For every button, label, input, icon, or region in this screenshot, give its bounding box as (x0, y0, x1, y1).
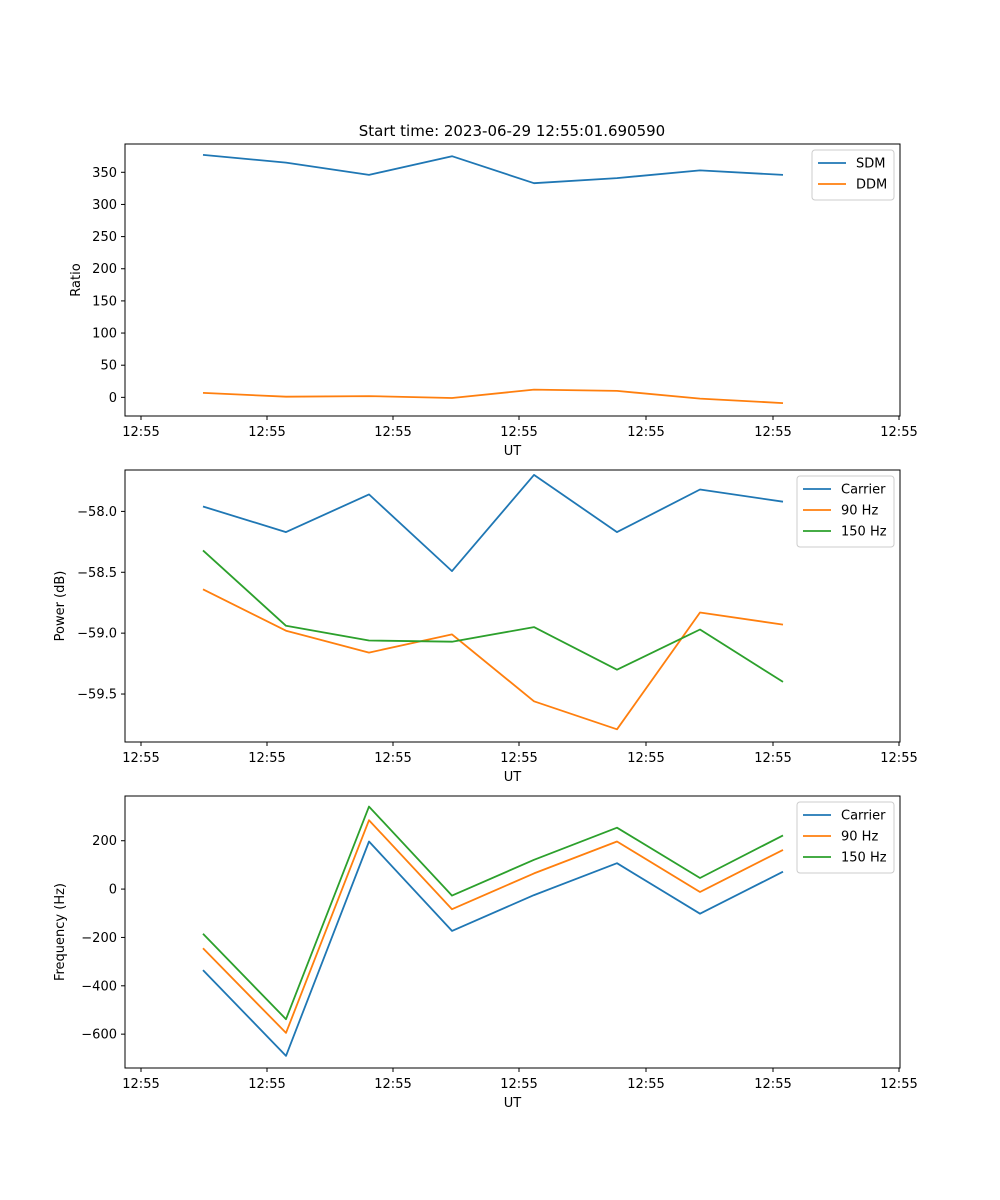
x-tick-label: 12:55 (754, 751, 791, 766)
x-tick-label: 12:55 (754, 425, 791, 440)
x-tick-label: 12:55 (500, 751, 537, 766)
x-tick-label: 12:55 (880, 1077, 917, 1092)
y-tick-label: −58.5 (77, 566, 117, 581)
y-tick-label: 150 (92, 294, 117, 309)
y-tick-label: −200 (81, 931, 117, 946)
x-tick-label: 12:55 (374, 751, 411, 766)
x-axis-label: UT (504, 770, 522, 785)
panels: 0 50 100 150 200 250 300 350 12:55 12:55 12:55 12:5… (53, 143, 918, 1111)
y-axis-label: Frequency (Hz) (53, 883, 68, 981)
x-tick-label: 12:55 (627, 751, 664, 766)
x-tick-label: 12:55 (500, 425, 537, 440)
legend-label: 90 Hz (841, 504, 878, 519)
legend-box (796, 475, 895, 548)
legend-box (796, 801, 895, 874)
axes-frame (124, 469, 901, 743)
series-line-90-hz (202, 588, 784, 731)
legend-label: 150 Hz (841, 851, 887, 866)
x-tick-label: 12:55 (122, 1077, 159, 1092)
x-tick-label: 12:55 (754, 1077, 791, 1092)
chart-panel-2: −58.0 −58.5 −59.0 −59.5 12:55 12:55 12:55 12:55… (53, 469, 918, 785)
series-line-sdm (202, 154, 784, 185)
series-line-carrier (202, 473, 784, 572)
x-tick-label: 12:55 (880, 425, 917, 440)
series-line-90-hz (202, 819, 784, 1034)
x-axis-label: UT (504, 444, 522, 459)
x-tick-label: 12:55 (500, 1077, 537, 1092)
legend: Carrier 90 Hz 150 Hz (796, 475, 895, 548)
y-tick-label: 0 (109, 391, 117, 406)
y-tick-label: 0 (109, 883, 117, 898)
y-tick-label: 350 (92, 166, 117, 181)
y-tick-label: 200 (92, 834, 117, 849)
legend: SDM DDM (811, 149, 895, 201)
y-tick-label: 100 (92, 327, 117, 342)
chart-panel-1: 0 50 100 150 200 250 300 350 12:55 12:55 12:55 12:5… (69, 143, 918, 459)
axes-frame (124, 795, 901, 1069)
axes-frame (124, 143, 901, 417)
x-tick-label: 12:55 (122, 425, 159, 440)
series-line-carrier (202, 840, 784, 1057)
x-tick-label: 12:55 (374, 425, 411, 440)
x-axis-label: UT (504, 1096, 522, 1111)
x-tick-label: 12:55 (248, 425, 285, 440)
figure-title: Start time: 2023-06-29 12:55:01.690590 (359, 122, 665, 140)
y-tick-label: 300 (92, 198, 117, 213)
x-tick-label: 12:55 (627, 425, 664, 440)
legend-label: 90 Hz (841, 830, 878, 845)
legend-label: Carrier (841, 809, 886, 824)
x-tick-label: 12:55 (248, 1077, 285, 1092)
x-tick-label: 12:55 (122, 751, 159, 766)
y-tick-label: −400 (81, 979, 117, 994)
y-tick-label: −600 (81, 1028, 117, 1043)
y-tick-label: 200 (92, 262, 117, 277)
y-tick-label: 250 (92, 230, 117, 245)
series-line-150-hz (202, 549, 784, 683)
x-tick-label: 12:55 (627, 1077, 664, 1092)
y-tick-label: −58.0 (77, 505, 117, 520)
legend: Carrier 90 Hz 150 Hz (796, 801, 895, 874)
y-tick-label: −59.0 (77, 627, 117, 642)
x-tick-label: 12:55 (248, 751, 285, 766)
legend-label: SDM (856, 157, 885, 172)
legend-label: Carrier (841, 483, 886, 498)
y-tick-label: 50 (100, 359, 117, 374)
series-line-150-hz (202, 805, 784, 1021)
legend-label: 150 Hz (841, 525, 887, 540)
y-tick-label: −59.5 (77, 688, 117, 703)
x-tick-label: 12:55 (880, 751, 917, 766)
legend-label: DDM (856, 178, 887, 193)
x-tick-label: 12:55 (374, 1077, 411, 1092)
y-axis-label: Ratio (69, 263, 84, 296)
y-axis-label: Power (dB) (53, 571, 68, 642)
series-line-ddm (202, 388, 784, 404)
chart-panel-3: 200 0 −200 −400 −600 12:55 12:55 12:55 12:55 12:5… (53, 795, 918, 1111)
